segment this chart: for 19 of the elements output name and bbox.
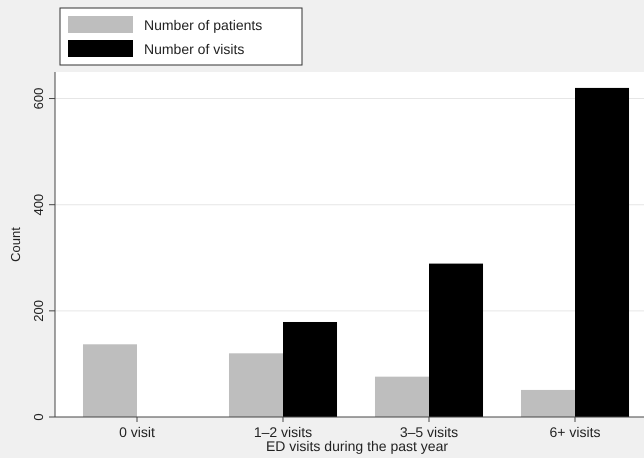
y-tick-label: 0 bbox=[31, 413, 46, 421]
y-axis-title: Count bbox=[8, 226, 23, 262]
bar bbox=[374, 376, 429, 417]
bar bbox=[429, 264, 484, 417]
x-axis-title: ED visits during the past year bbox=[266, 438, 448, 454]
x-tick-label: 0 visit bbox=[119, 424, 155, 440]
x-tick-label: 1–2 visits bbox=[254, 424, 312, 440]
legend-label: Number of visits bbox=[144, 41, 244, 57]
x-tick-label: 3–5 visits bbox=[400, 424, 458, 440]
x-tick-label: 6+ visits bbox=[550, 424, 600, 440]
y-tick-label: 600 bbox=[31, 88, 46, 110]
bar bbox=[520, 390, 575, 417]
legend-label: Number of patients bbox=[144, 17, 262, 33]
y-tick-label: 400 bbox=[31, 194, 46, 216]
bar bbox=[575, 88, 630, 417]
bar bbox=[283, 322, 338, 417]
y-tick-label: 200 bbox=[31, 300, 46, 322]
bar bbox=[82, 344, 137, 417]
bar bbox=[228, 353, 283, 417]
